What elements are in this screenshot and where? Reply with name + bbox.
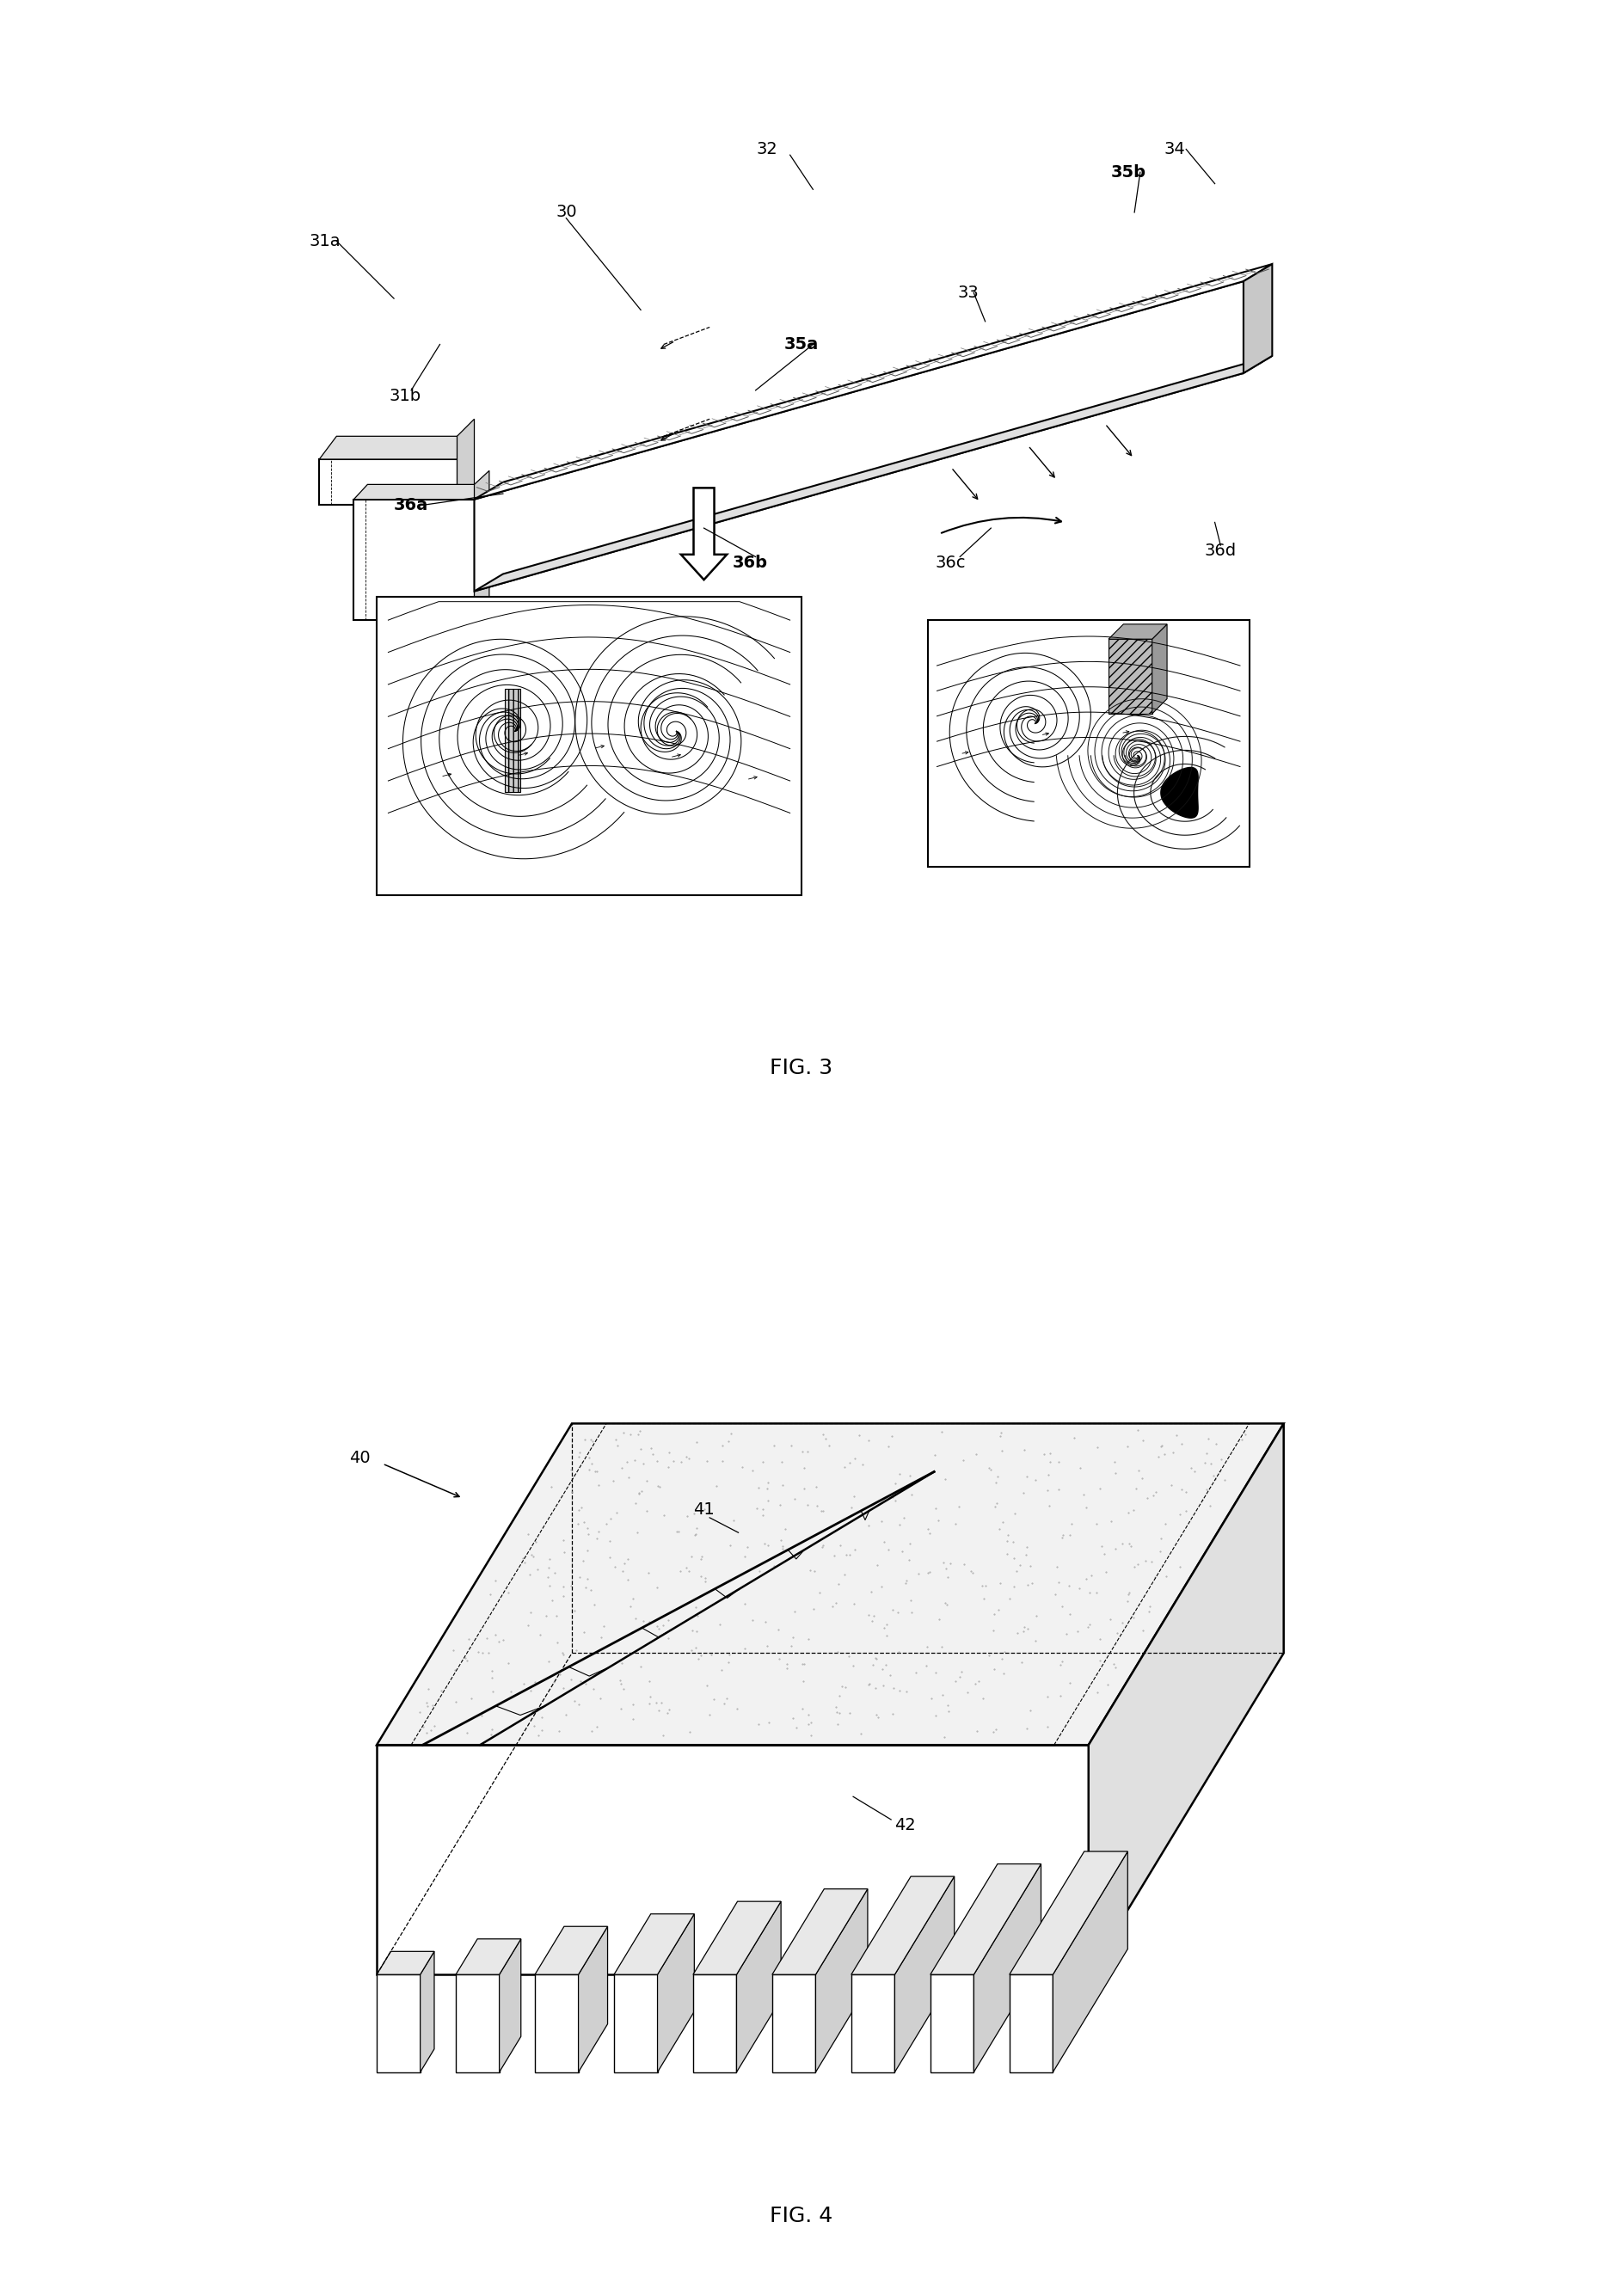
Polygon shape	[692, 1975, 736, 2071]
Polygon shape	[377, 1975, 420, 2071]
Polygon shape	[319, 459, 457, 505]
Polygon shape	[579, 1926, 608, 2071]
Text: 32: 32	[757, 140, 777, 158]
Polygon shape	[736, 1901, 781, 2071]
Bar	[505, 689, 519, 792]
Polygon shape	[535, 1975, 579, 2071]
Text: 36d: 36d	[1204, 542, 1236, 560]
Polygon shape	[474, 471, 489, 620]
Polygon shape	[535, 1926, 608, 1975]
Polygon shape	[773, 1975, 816, 2071]
Polygon shape	[975, 1864, 1040, 2071]
Polygon shape	[1153, 625, 1167, 714]
Polygon shape	[457, 418, 474, 505]
Polygon shape	[1088, 1424, 1284, 1975]
Polygon shape	[851, 1975, 894, 2071]
Text: 31b: 31b	[390, 388, 422, 404]
Text: 30: 30	[556, 204, 577, 220]
Text: 31a: 31a	[309, 232, 341, 250]
Polygon shape	[474, 356, 1273, 590]
Polygon shape	[1010, 1975, 1053, 2071]
Polygon shape	[420, 1952, 434, 2071]
Polygon shape	[1053, 1851, 1127, 2071]
Bar	[928, 620, 1249, 866]
Polygon shape	[614, 1975, 657, 2071]
Text: FIG. 4: FIG. 4	[769, 2206, 834, 2225]
Polygon shape	[1109, 625, 1167, 638]
Polygon shape	[319, 436, 474, 459]
Text: 40: 40	[349, 1449, 370, 1467]
Text: 36c: 36c	[936, 553, 967, 572]
Polygon shape	[474, 280, 1244, 590]
Polygon shape	[499, 1938, 521, 2071]
Bar	[1109, 638, 1153, 714]
Polygon shape	[455, 1975, 499, 2071]
Polygon shape	[1010, 1851, 1127, 1975]
Polygon shape	[474, 264, 1273, 498]
Polygon shape	[354, 498, 474, 620]
Bar	[377, 597, 802, 895]
Polygon shape	[930, 1864, 1040, 1975]
Text: 36b: 36b	[733, 553, 768, 572]
Polygon shape	[455, 1938, 521, 1975]
Polygon shape	[377, 1424, 1284, 1745]
Text: 35b: 35b	[1111, 163, 1146, 181]
Text: 42: 42	[894, 1816, 915, 1835]
Polygon shape	[614, 1915, 694, 1975]
Text: 34: 34	[1164, 140, 1185, 158]
Polygon shape	[692, 1901, 781, 1975]
Polygon shape	[816, 1890, 867, 2071]
Polygon shape	[1244, 264, 1273, 372]
Text: 33: 33	[957, 285, 978, 301]
Polygon shape	[894, 1876, 954, 2071]
Polygon shape	[851, 1876, 954, 1975]
Polygon shape	[354, 484, 489, 498]
Polygon shape	[657, 1915, 694, 2071]
Text: FIG. 3: FIG. 3	[769, 1058, 834, 1077]
Text: 41: 41	[692, 1502, 715, 1518]
Polygon shape	[930, 1975, 975, 2071]
Polygon shape	[377, 1745, 1088, 1975]
Polygon shape	[377, 1952, 434, 1975]
Text: 36a: 36a	[394, 496, 428, 514]
Polygon shape	[773, 1890, 867, 1975]
Polygon shape	[681, 489, 726, 579]
Polygon shape	[1161, 767, 1197, 817]
Text: 35a: 35a	[784, 335, 819, 354]
